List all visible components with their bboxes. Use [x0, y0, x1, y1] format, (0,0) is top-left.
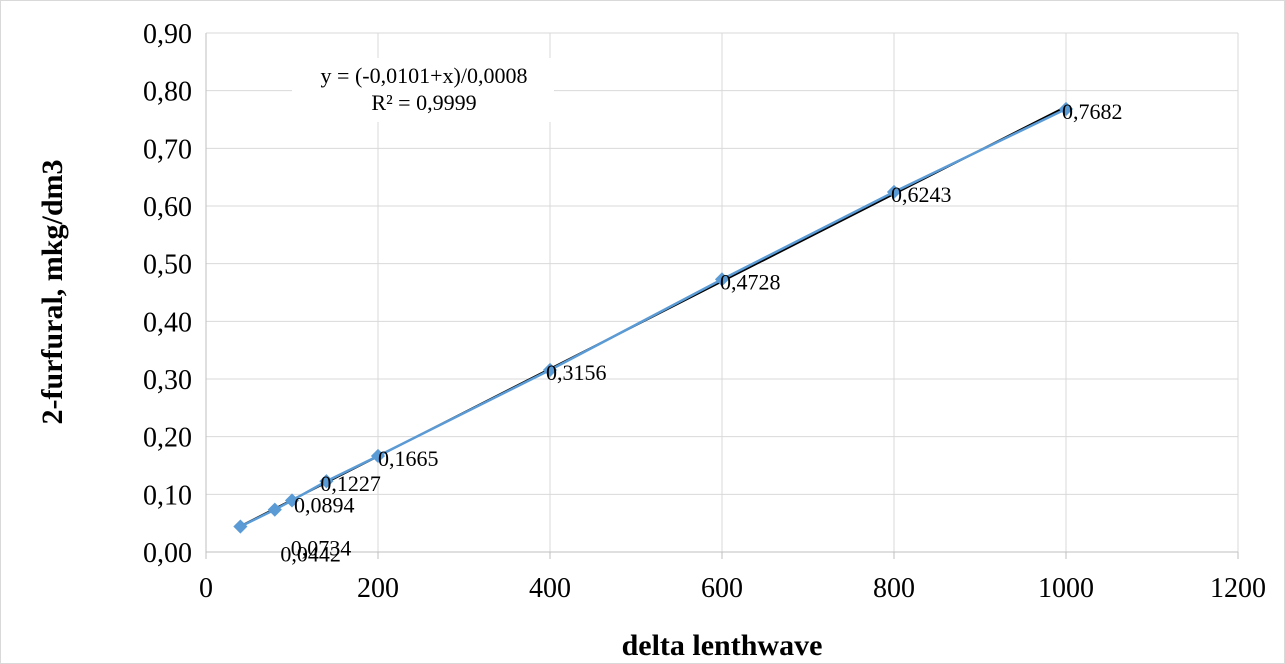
y-tick-label: 0,40	[143, 307, 192, 338]
x-tick-label: 200	[357, 573, 399, 604]
data-point	[370, 448, 386, 464]
x-tick-label: 0	[199, 573, 213, 604]
x-tick-label: 1200	[1210, 573, 1266, 604]
axes: 0,00 0,10 0,20 0,30 0,40 0,50 0,60 0,70 0,80 0,90…	[143, 19, 1266, 604]
data-point	[233, 519, 248, 534]
data-label: 0,1227	[320, 471, 381, 496]
x-axis-title: delta lenthwave	[622, 629, 823, 662]
y-tick-label: 0,50	[143, 250, 192, 281]
trendline-equation-text: y = (-0,0101+x)/0,0008	[321, 63, 528, 88]
data-label: 0,0894	[294, 492, 355, 517]
y-tick-label: 0,30	[143, 365, 192, 396]
data-point	[542, 362, 558, 378]
trendline-r-squared: R² = 0,9999	[371, 90, 476, 115]
data-label: 0,0734	[291, 536, 352, 561]
y-tick-label: 0,20	[143, 423, 192, 454]
x-tick-label: 800	[873, 573, 915, 604]
data-label: 0,7682	[1062, 99, 1123, 124]
data-label: 0,0442	[280, 542, 341, 567]
y-tick-label: 0,60	[143, 192, 192, 223]
y-axis-title: 2-furfural, mkg/dm3	[36, 160, 69, 425]
data-label: 0,6243	[891, 182, 952, 207]
x-tick-label: 400	[529, 573, 571, 604]
data-label: 0,1665	[378, 446, 439, 471]
series	[233, 101, 1074, 534]
x-tick-label: 1000	[1038, 573, 1094, 604]
data-label: 0,4728	[720, 269, 781, 294]
data-point	[319, 474, 334, 489]
y-tick-label: 0,00	[143, 538, 192, 569]
data-label: 0,3156	[546, 360, 607, 385]
equation-background	[292, 58, 554, 122]
y-tick-label: 0,70	[143, 134, 192, 165]
y-tick-label: 0,90	[143, 19, 192, 50]
data-point	[714, 272, 730, 287]
y-tick-label: 0,10	[143, 480, 192, 511]
data-point	[267, 502, 282, 517]
data-point	[1058, 101, 1074, 117]
data-point	[284, 493, 300, 508]
x-tick-label: 600	[701, 573, 743, 604]
trendline-equation: y = (-0,0101+x)/0,0008 R² = 0,9999	[292, 58, 554, 122]
data-point	[886, 184, 902, 200]
y-tick-label: 0,80	[143, 77, 192, 108]
